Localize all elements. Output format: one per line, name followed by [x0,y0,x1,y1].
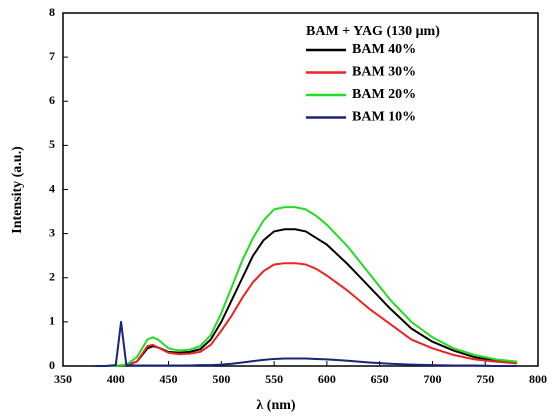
y-tick-label: 4 [49,181,55,195]
legend-label: BAM 10% [352,110,416,125]
x-tick-label: 700 [423,372,441,386]
x-tick-label: 400 [107,372,125,386]
x-tick-label: 550 [265,372,283,386]
x-tick-label: 600 [318,372,336,386]
legend-label: BAM 30% [352,65,416,80]
plot-frame [62,12,539,367]
series-line [94,206,517,367]
x-tick-label: 800 [529,372,547,386]
legend-label: BAM 40% [352,42,416,57]
y-tick-label: 6 [49,93,55,107]
y-tick-label: 7 [49,49,55,63]
y-axis-label: Intensity (a.u.) [10,146,25,234]
series-line [94,320,517,367]
x-tick-label: 750 [476,372,494,386]
y-tick-label: 0 [49,358,55,372]
y-tick-label: 5 [49,137,55,151]
legend-label: BAM 20% [352,87,416,102]
y-tick-label: 3 [49,225,55,239]
x-tick-label: 350 [54,372,72,386]
x-tick-label: 450 [160,372,178,386]
y-tick-label: 1 [49,314,55,328]
y-tick-label: 8 [49,5,55,19]
legend-title: BAM + YAG (130 μm) [306,24,440,39]
x-axis-label: λ (nm) [256,398,295,413]
x-tick-label: 500 [212,372,230,386]
series-line [94,262,517,367]
y-tick-label: 2 [49,270,55,284]
series-line [94,228,517,367]
x-tick-label: 650 [371,372,389,386]
